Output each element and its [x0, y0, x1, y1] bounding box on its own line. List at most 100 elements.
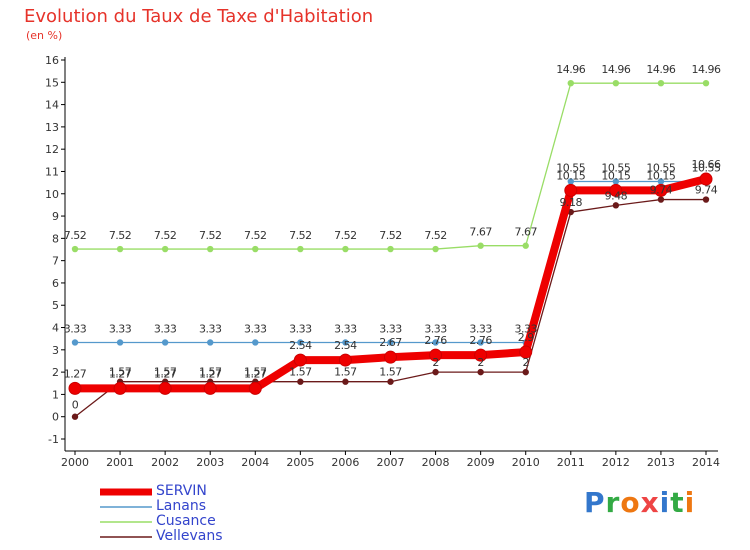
- point-cusance-2009: [477, 242, 484, 249]
- data-label-lanans-2009: 3.33: [469, 322, 492, 335]
- point-servin-2011: [564, 183, 578, 197]
- legend-label-lanans: Lanans: [156, 498, 206, 514]
- data-label-vellevans-2006: 1.57: [334, 366, 357, 379]
- point-vellevans-2006: [342, 378, 349, 385]
- point-lanans-2004: [252, 339, 259, 346]
- point-servin-2012: [609, 183, 623, 197]
- logo-letter-2: o: [620, 486, 641, 519]
- data-label-vellevans-2012: 9.48: [605, 189, 628, 202]
- legend-swatch-vellevans: [100, 536, 152, 538]
- point-servin-2005: [293, 353, 307, 367]
- point-lanans-2005: [297, 339, 304, 346]
- point-lanans-2013: [657, 178, 665, 185]
- y-tick-label-13: 13: [45, 121, 59, 134]
- x-tick-label-2011: 2011: [557, 456, 585, 469]
- data-label-servin-2006: 2.54: [334, 339, 357, 352]
- x-tick-label-2009: 2009: [467, 456, 495, 469]
- x-tick-label-2006: 2006: [331, 456, 359, 469]
- y-tick-label-15: 15: [45, 76, 59, 89]
- x-tick-label-2007: 2007: [377, 456, 405, 469]
- data-label-servin-2001: 1.27: [109, 367, 132, 380]
- point-servin-2003: [203, 381, 217, 395]
- point-servin-2014: [699, 172, 713, 186]
- point-cusance-2003: [207, 245, 214, 253]
- data-label-vellevans-2000: 0: [72, 399, 79, 412]
- data-label-cusance-2004: 7.52: [244, 229, 267, 242]
- y-tick-label-14: 14: [45, 99, 59, 112]
- point-servin-2013: [654, 183, 668, 197]
- data-label-servin-2012: 10.15: [601, 169, 630, 182]
- data-label-cusance-2006: 7.52: [334, 229, 357, 242]
- x-tick-label-2008: 2008: [422, 456, 450, 469]
- logo-letter-4: i: [659, 486, 671, 519]
- y-tick-label-11: 11: [45, 165, 59, 178]
- point-servin-2001: [113, 381, 127, 395]
- data-label-servin-2010: 2.9: [518, 331, 534, 344]
- y-tick-label-7: 7: [52, 255, 59, 268]
- data-label-servin-2003: 1.27: [199, 367, 222, 380]
- point-cusance-2004: [252, 245, 259, 253]
- data-label-servin-2005: 2.54: [289, 339, 312, 352]
- point-lanans-2006: [342, 339, 349, 346]
- point-vellevans-2010: [522, 368, 529, 376]
- data-label-vellevans-2009: 2: [477, 356, 484, 369]
- point-lanans-2000: [71, 339, 79, 346]
- y-tick-label-2: 2: [52, 366, 59, 379]
- point-lanans-2007: [387, 339, 394, 346]
- labels-layer: 7.52 7.52 7.52 7.52 7.52 7.52 7.52 7.52 7.52 7.67…: [64, 63, 722, 412]
- data-label-lanans-2003: 3.33: [199, 322, 222, 335]
- y-tick-label-4: 4: [52, 322, 59, 335]
- point-vellevans-2009: [477, 368, 484, 376]
- point-servin-2004: [248, 381, 262, 395]
- data-label-servin-2008: 2.76: [424, 334, 447, 347]
- point-cusance-2005: [297, 245, 304, 253]
- data-label-lanans-2000: 3.33: [64, 322, 87, 335]
- point-servin-2010: [519, 345, 533, 359]
- data-label-vellevans-2004: 1.57: [244, 366, 267, 379]
- point-cusance-2002: [161, 245, 169, 253]
- data-label-vellevans-2002: 1.57: [154, 366, 177, 379]
- x-tick-label-2000: 2000: [61, 456, 89, 469]
- point-cusance-2000: [71, 245, 79, 253]
- data-label-lanans-2011: 10.55: [556, 162, 585, 175]
- data-label-vellevans-2011: 9.18: [560, 196, 583, 209]
- point-lanans-2009: [477, 339, 484, 346]
- data-label-vellevans-2010: 2: [522, 356, 529, 369]
- data-label-cusance-2008: 7.52: [424, 229, 447, 242]
- point-cusance-2006: [342, 245, 349, 253]
- data-label-cusance-2014: 14.96: [692, 63, 721, 76]
- y-tick-label-16: 16: [45, 54, 59, 67]
- data-label-vellevans-2013: 9.74: [650, 184, 673, 197]
- data-label-servin-2004: 1.27: [244, 367, 267, 380]
- y-tick-label-1: 1: [52, 388, 59, 401]
- data-label-lanans-2001: 3.33: [109, 322, 132, 335]
- data-label-lanans-2014: 10.55: [692, 162, 721, 175]
- legend-item-cusance: Cusance: [100, 514, 223, 529]
- chart-title: Evolution du Taux de Taxe d'Habitation: [24, 6, 374, 27]
- x-tick-label-2013: 2013: [647, 456, 675, 469]
- point-servin-2006: [338, 353, 352, 367]
- data-label-servin-2014: 10.66: [692, 158, 721, 171]
- y-tick-label-9: 9: [52, 210, 59, 223]
- data-label-lanans-2002: 3.33: [154, 322, 177, 335]
- data-label-cusance-2000: 7.52: [64, 229, 87, 242]
- point-servin-2000: [68, 381, 82, 395]
- data-label-lanans-2007: 3.33: [379, 322, 402, 335]
- point-vellevans-2012: [612, 202, 620, 209]
- legend-item-vellevans: Vellevans: [100, 529, 223, 544]
- x-tick-label-2003: 2003: [196, 456, 224, 469]
- point-servin-2008: [429, 348, 443, 362]
- legend-item-lanans: Lanans: [100, 499, 223, 514]
- data-label-vellevans-2005: 1.57: [289, 366, 312, 379]
- x-tick-label-2004: 2004: [241, 456, 269, 469]
- data-label-lanans-2012: 10.55: [601, 162, 630, 175]
- data-label-cusance-2002: 7.52: [154, 229, 177, 242]
- y-tick-label--1: -1: [48, 433, 59, 446]
- point-cusance-2012: [612, 79, 620, 87]
- legend-label-vellevans: Vellevans: [156, 528, 223, 544]
- point-vellevans-2000: [71, 413, 79, 420]
- x-tick-label-2012: 2012: [602, 456, 630, 469]
- point-lanans-2001: [116, 339, 124, 346]
